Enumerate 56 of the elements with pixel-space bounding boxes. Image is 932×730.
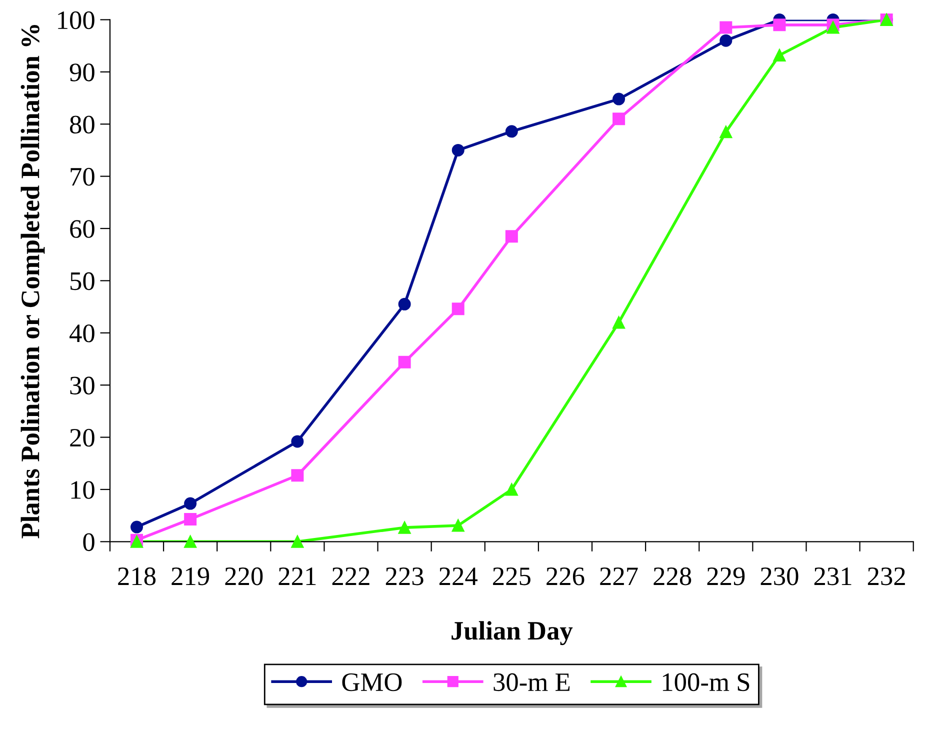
point <box>826 21 840 34</box>
x-tick-label: 232 <box>868 567 905 586</box>
x-tick-label: 230 <box>760 567 798 586</box>
x-axis-title: Julian Day <box>452 621 573 646</box>
x-tick-label: 229 <box>707 567 745 586</box>
point <box>505 483 518 496</box>
point <box>720 21 732 34</box>
y-tick-label: 80 <box>70 116 94 134</box>
x-tick-label: 225 <box>493 567 530 586</box>
point <box>612 92 626 106</box>
x-tick-label: 228 <box>654 567 692 586</box>
point <box>452 302 464 316</box>
point <box>184 512 197 526</box>
y-axis-title: Plants Polination or Completed Pollination % <box>20 24 45 538</box>
y-tick-label: 20 <box>70 428 94 447</box>
legend-label: 100-m S <box>662 673 750 692</box>
legend-label: GMO <box>342 673 402 692</box>
point <box>773 18 786 32</box>
y-tick-label: 50 <box>70 272 94 290</box>
y-tick-label: 90 <box>70 64 94 82</box>
x-tick-label: 224 <box>439 567 478 585</box>
y-tick-label: 0 <box>83 533 94 552</box>
x-tick-label: 222 <box>332 567 370 585</box>
point <box>505 230 518 243</box>
point <box>720 126 732 138</box>
point <box>130 520 144 534</box>
point <box>452 144 464 156</box>
x-tick-label: 223 <box>386 567 424 586</box>
y-tick-label: 40 <box>70 324 94 342</box>
point <box>398 298 411 310</box>
legend-label: 30-m E <box>494 673 570 692</box>
point <box>291 435 304 448</box>
point <box>398 521 411 534</box>
x-tick-label: 218 <box>118 567 156 586</box>
point <box>720 34 732 47</box>
y-tick-label: 70 <box>70 168 94 186</box>
point <box>184 535 197 548</box>
point <box>291 469 304 482</box>
point <box>612 316 626 329</box>
x-tick-label: 227 <box>600 567 638 585</box>
y-tick-label: 100 <box>58 11 94 30</box>
x-tick-label: 219 <box>172 567 210 586</box>
y-tick-label: 30 <box>70 376 94 394</box>
point <box>291 535 304 548</box>
y-tick-label: 10 <box>71 481 94 499</box>
point <box>184 497 197 510</box>
point <box>505 125 518 138</box>
x-tick-label: 231 <box>814 567 852 586</box>
point <box>612 112 626 126</box>
point <box>773 48 786 62</box>
point <box>398 356 411 368</box>
x-tick-label: 221 <box>278 567 316 585</box>
point <box>452 519 464 532</box>
x-tick-label: 226 <box>546 567 584 586</box>
x-tick-label: 220 <box>225 567 263 586</box>
y-tick-label: 60 <box>70 220 94 238</box>
